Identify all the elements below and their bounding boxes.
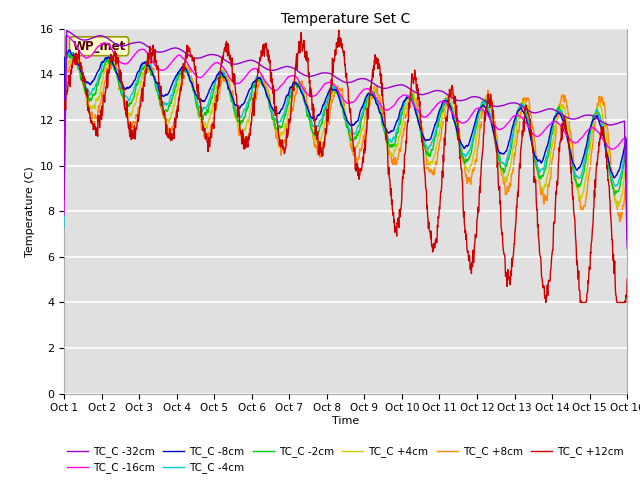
TC_C +4cm xyxy=(249,96,257,102)
TC_C +8cm xyxy=(249,109,257,115)
TC_C -32cm xyxy=(557,110,564,116)
TC_C -8cm xyxy=(623,237,631,243)
Line: TC_C -8cm: TC_C -8cm xyxy=(64,50,627,240)
Line: TC_C -2cm: TC_C -2cm xyxy=(64,54,627,228)
TC_C +4cm xyxy=(623,233,631,239)
TC_C -4cm xyxy=(66,49,74,55)
TC_C -2cm xyxy=(433,123,441,129)
TC_C -4cm xyxy=(249,84,257,90)
TC_C -16cm xyxy=(63,33,70,39)
TC_C -2cm xyxy=(623,225,631,230)
TC_C -16cm xyxy=(186,64,193,70)
TC_C -32cm xyxy=(623,245,631,251)
TC_C +12cm xyxy=(623,276,631,282)
TC_C +12cm xyxy=(557,138,565,144)
TC_C -32cm xyxy=(186,53,193,59)
TC_C -32cm xyxy=(433,88,441,94)
TC_C +12cm xyxy=(186,45,193,51)
TC_C -2cm xyxy=(68,51,76,57)
TC_C +4cm xyxy=(172,92,180,97)
TC_C -16cm xyxy=(60,212,68,218)
TC_C +8cm xyxy=(623,177,631,182)
X-axis label: Time: Time xyxy=(332,416,359,426)
TC_C +8cm xyxy=(433,154,441,160)
TC_C -4cm xyxy=(60,224,68,229)
TC_C -16cm xyxy=(249,67,257,72)
TC_C +12cm xyxy=(248,110,256,116)
TC_C -4cm xyxy=(507,139,515,145)
TC_C +4cm xyxy=(433,139,441,145)
TC_C -2cm xyxy=(249,85,257,91)
Title: Temperature Set C: Temperature Set C xyxy=(281,12,410,26)
TC_C -32cm xyxy=(63,27,70,33)
TC_C -8cm xyxy=(507,132,515,138)
TC_C -4cm xyxy=(433,121,441,127)
TC_C -4cm xyxy=(623,201,631,207)
TC_C +12cm xyxy=(542,300,550,305)
Line: TC_C +4cm: TC_C +4cm xyxy=(64,52,627,236)
TC_C -16cm xyxy=(172,55,180,60)
TC_C +12cm xyxy=(335,27,342,33)
Line: TC_C -32cm: TC_C -32cm xyxy=(64,30,627,248)
TC_C +12cm xyxy=(507,268,515,274)
TC_C -8cm xyxy=(249,81,257,86)
TC_C +8cm xyxy=(60,242,68,248)
TC_C -2cm xyxy=(60,172,68,178)
TC_C -16cm xyxy=(557,122,564,128)
Text: WP_met: WP_met xyxy=(72,40,125,53)
TC_C +12cm xyxy=(433,222,441,228)
TC_C -2cm xyxy=(186,74,193,80)
TC_C -8cm xyxy=(172,73,180,79)
Line: TC_C -16cm: TC_C -16cm xyxy=(64,36,627,239)
TC_C -4cm xyxy=(172,79,180,84)
TC_C -32cm xyxy=(172,45,180,51)
TC_C +4cm xyxy=(507,161,515,167)
TC_C +4cm xyxy=(557,104,564,110)
Y-axis label: Temperature (C): Temperature (C) xyxy=(24,166,35,257)
TC_C -4cm xyxy=(186,74,193,80)
TC_C -16cm xyxy=(507,117,515,122)
TC_C -8cm xyxy=(66,47,74,53)
TC_C -2cm xyxy=(172,84,180,90)
TC_C -16cm xyxy=(623,236,631,242)
TC_C +8cm xyxy=(186,71,193,76)
TC_C +12cm xyxy=(172,125,179,131)
TC_C +8cm xyxy=(172,111,180,117)
TC_C +8cm xyxy=(507,178,515,183)
TC_C -2cm xyxy=(557,108,564,114)
TC_C -32cm xyxy=(249,58,257,63)
TC_C +4cm xyxy=(69,49,77,55)
TC_C -8cm xyxy=(60,190,68,196)
TC_C -8cm xyxy=(557,112,564,118)
TC_C -8cm xyxy=(433,115,441,120)
Line: TC_C +12cm: TC_C +12cm xyxy=(64,30,627,302)
TC_C -32cm xyxy=(60,197,68,203)
TC_C +4cm xyxy=(186,73,193,79)
TC_C +8cm xyxy=(71,50,79,56)
TC_C +8cm xyxy=(557,98,564,104)
TC_C -8cm xyxy=(186,77,193,83)
TC_C +4cm xyxy=(60,179,68,185)
Legend: TC_C -32cm, TC_C -16cm, TC_C -8cm, TC_C -4cm, TC_C -2cm, TC_C +4cm, TC_C +8cm, T: TC_C -32cm, TC_C -16cm, TC_C -8cm, TC_C … xyxy=(67,446,624,473)
TC_C -4cm xyxy=(557,108,564,114)
TC_C -16cm xyxy=(433,101,441,107)
Line: TC_C -4cm: TC_C -4cm xyxy=(64,52,627,227)
Line: TC_C +8cm: TC_C +8cm xyxy=(64,53,627,245)
TC_C -32cm xyxy=(507,100,515,106)
TC_C -2cm xyxy=(507,146,515,152)
TC_C +12cm xyxy=(60,98,68,104)
